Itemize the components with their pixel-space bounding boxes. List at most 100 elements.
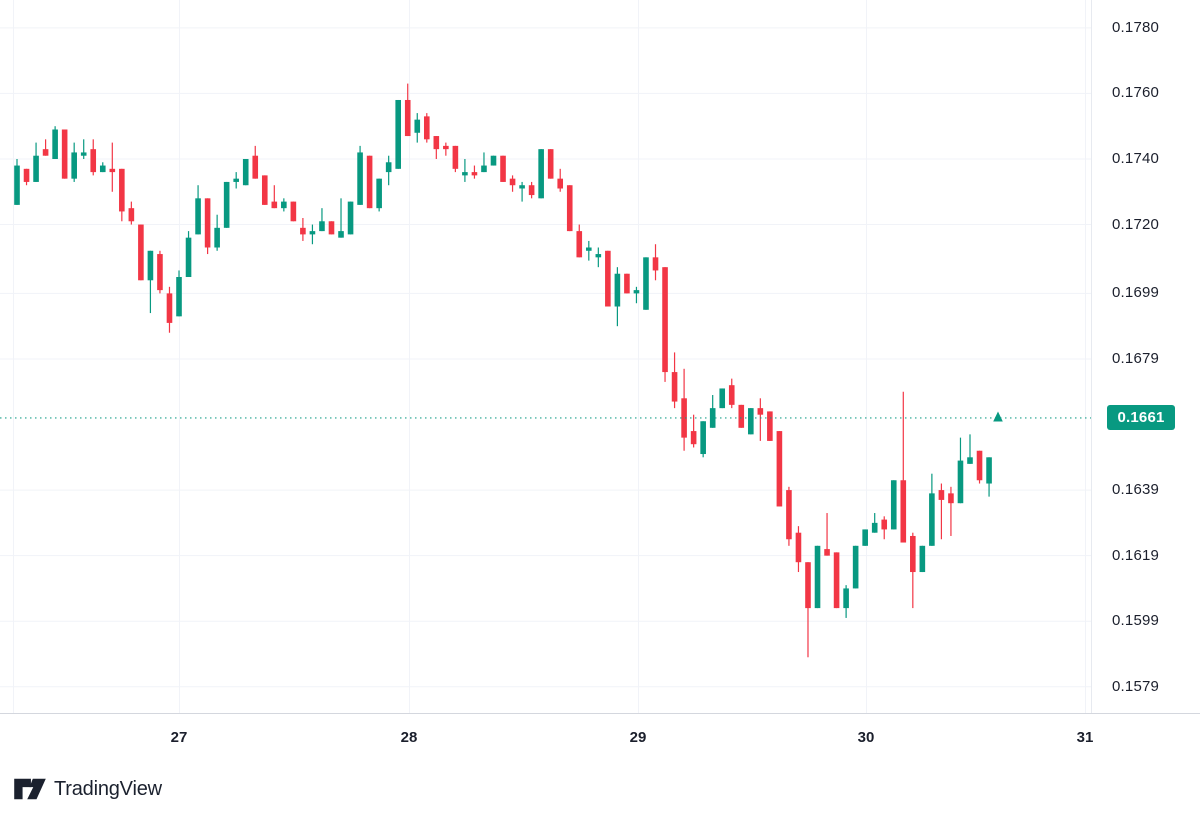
candle-up xyxy=(481,152,487,173)
candle-down xyxy=(500,155,506,182)
price-tick-label: 0.1579 xyxy=(1112,677,1160,695)
candle-down xyxy=(833,552,840,609)
last-price-tag: 0.1661 xyxy=(1107,405,1175,431)
candle-down xyxy=(528,181,535,199)
candle-down xyxy=(624,273,630,294)
candle-up xyxy=(223,181,230,228)
candle-down xyxy=(109,142,116,192)
price-tick-label: 0.1619 xyxy=(1112,546,1160,564)
candle-up xyxy=(538,149,544,199)
gridlines xyxy=(0,0,1091,713)
candle-down xyxy=(119,168,125,222)
candle-down xyxy=(881,516,888,540)
candle-up xyxy=(871,513,878,533)
time-tick-label: 31 xyxy=(1076,729,1094,746)
candle-down xyxy=(900,391,907,543)
candle-down xyxy=(557,168,564,192)
tradingview-logo-text: TradingView xyxy=(54,777,162,800)
candle-up xyxy=(376,178,382,212)
candle-down xyxy=(404,83,411,137)
candle-down xyxy=(128,201,135,225)
price-tick-label: 0.1720 xyxy=(1112,215,1160,233)
candle-down xyxy=(290,201,297,222)
candle-down xyxy=(252,145,259,179)
candles xyxy=(14,83,992,658)
candle-down xyxy=(204,198,211,255)
candle-up xyxy=(462,158,468,182)
candle-up xyxy=(385,155,392,186)
candle-up xyxy=(214,214,220,251)
candle-up xyxy=(843,585,849,618)
candle-down xyxy=(757,398,764,441)
candle-up xyxy=(33,142,39,182)
candle-up xyxy=(586,240,592,261)
candle-up xyxy=(347,201,354,235)
candle-up xyxy=(957,437,964,504)
price-tick-label: 0.1599 xyxy=(1112,612,1160,630)
candle-up xyxy=(414,113,421,143)
candle-down xyxy=(423,113,430,143)
candle-down xyxy=(157,250,163,294)
candle-down xyxy=(767,411,773,441)
candle-down xyxy=(576,224,583,258)
candle-up xyxy=(185,231,192,278)
candle-up xyxy=(633,286,640,304)
candle-down xyxy=(738,404,745,428)
candle-down xyxy=(61,129,68,179)
price-tick-label: 0.1740 xyxy=(1112,149,1160,167)
candle-down xyxy=(300,217,306,241)
price-plot[interactable] xyxy=(0,0,1091,713)
candle-up xyxy=(319,208,325,232)
candle-down xyxy=(938,483,945,540)
time-tick-label: 29 xyxy=(629,729,647,746)
candle-up xyxy=(52,126,58,159)
candle-down xyxy=(566,185,573,232)
candle-down xyxy=(443,142,449,156)
candle-up xyxy=(176,270,182,317)
candle-down xyxy=(547,149,554,179)
time-tick-label: 30 xyxy=(857,729,875,746)
candle-down xyxy=(271,185,278,209)
last-price-marker xyxy=(993,411,1003,422)
candle-down xyxy=(795,526,802,573)
candle-down xyxy=(90,139,97,176)
time-tick-label: 28 xyxy=(400,729,418,746)
price-axis[interactable]: 0.1780 0.1760 0.1740 0.1720 0.1699 0.1679 0.16… xyxy=(1091,0,1200,713)
price-tick-label: 0.1760 xyxy=(1112,84,1160,102)
candle-down xyxy=(786,486,792,546)
candle-up xyxy=(147,250,154,314)
price-tick-label: 0.1780 xyxy=(1112,18,1160,36)
price-tick-label: 0.1699 xyxy=(1112,284,1160,302)
time-axis[interactable]: 27 28 29 30 31 xyxy=(0,713,1200,765)
candle-down xyxy=(976,450,983,484)
candle-down xyxy=(261,175,268,205)
candle-up xyxy=(719,388,726,409)
candle-down xyxy=(948,486,954,536)
candle-up xyxy=(71,142,77,182)
candle-up xyxy=(852,545,859,589)
candle-up xyxy=(929,473,935,546)
candle-down xyxy=(452,145,459,173)
candle-up xyxy=(357,145,363,205)
candle-down xyxy=(605,250,611,307)
candle-up xyxy=(986,457,992,497)
candle-down xyxy=(776,431,783,507)
candlestick-canvas[interactable] xyxy=(0,0,1091,713)
candle-up xyxy=(595,247,602,268)
price-tick-label: 0.1679 xyxy=(1112,349,1160,367)
tradingview-logo[interactable]: TradingView xyxy=(13,776,162,802)
price-tick-label: 0.1639 xyxy=(1112,481,1160,499)
candle-up xyxy=(490,155,497,166)
candle-down xyxy=(671,352,678,409)
candle-up xyxy=(967,434,973,464)
candle-up xyxy=(862,529,868,546)
candle-up xyxy=(195,185,201,235)
candle-up xyxy=(919,545,926,573)
candle-up xyxy=(614,267,621,327)
candle-up xyxy=(748,408,754,435)
candle-up xyxy=(99,162,106,173)
candle-up xyxy=(519,181,525,202)
candle-up xyxy=(709,395,716,428)
candle-up xyxy=(890,480,897,530)
